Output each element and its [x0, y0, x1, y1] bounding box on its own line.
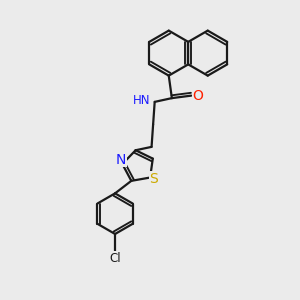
- Text: N: N: [116, 153, 126, 166]
- Text: HN: HN: [133, 94, 150, 107]
- Text: S: S: [149, 172, 158, 186]
- Text: Cl: Cl: [109, 251, 121, 265]
- Text: O: O: [193, 88, 204, 103]
